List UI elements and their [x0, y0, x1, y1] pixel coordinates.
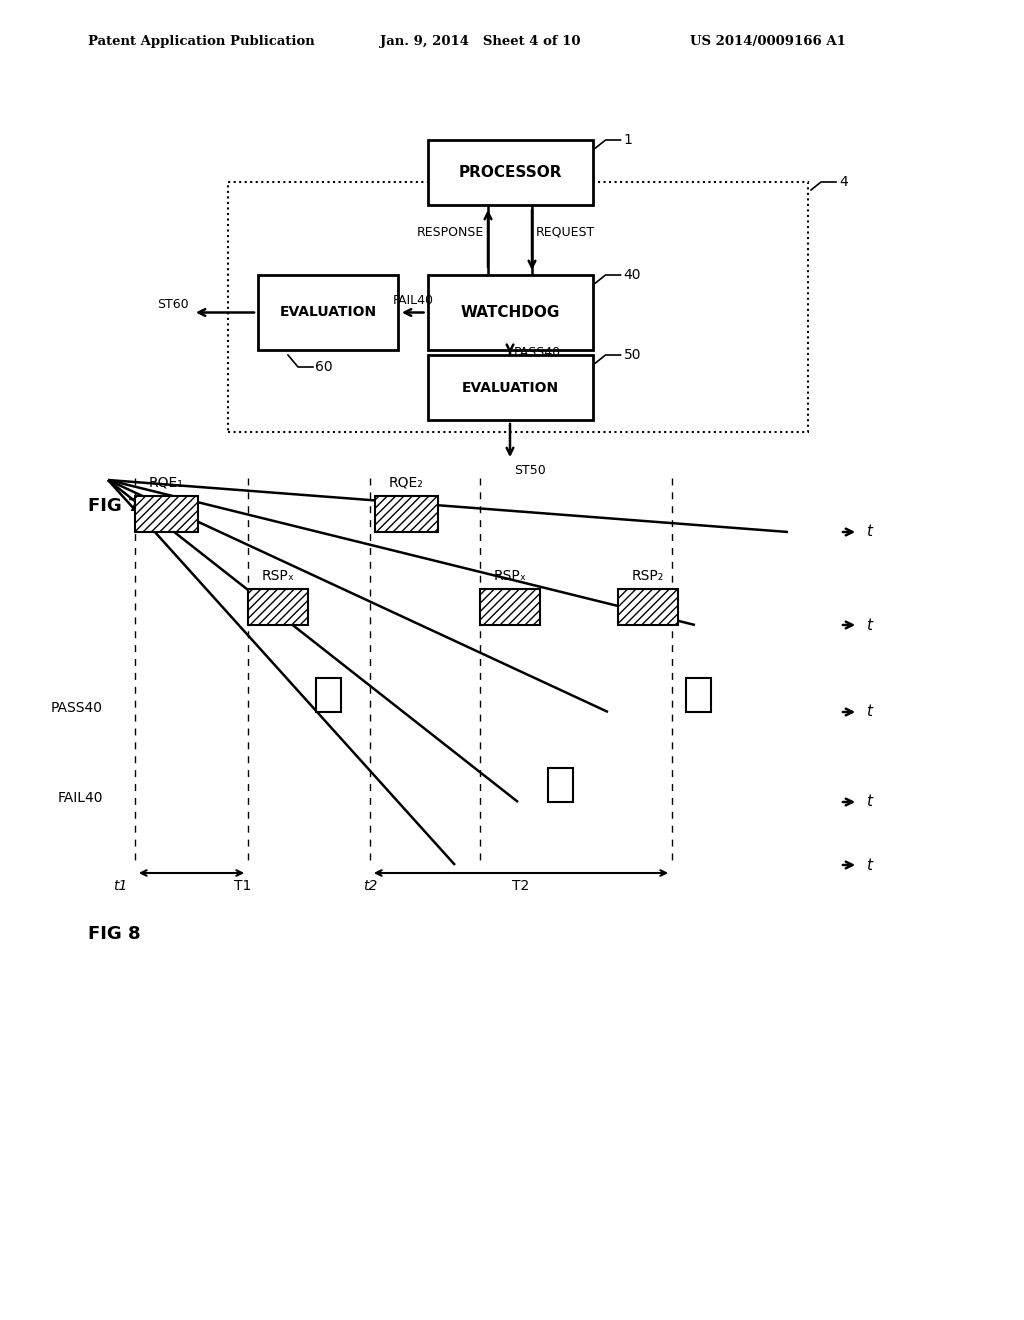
Text: EVALUATION: EVALUATION [462, 380, 558, 395]
Text: RESPONSE: RESPONSE [417, 226, 484, 239]
Text: t2: t2 [362, 879, 377, 894]
Bar [135, 496, 198, 532]
Text: Patent Application Publication: Patent Application Publication [88, 36, 314, 48]
Text: PASS40: PASS40 [514, 346, 561, 359]
Text: PROCESSOR: PROCESSOR [459, 165, 562, 180]
Text: 60: 60 [315, 360, 333, 374]
Text: t1: t1 [113, 879, 127, 894]
Text: RSPₓ: RSPₓ [261, 569, 295, 583]
Text: 40: 40 [624, 268, 641, 282]
Text: 1: 1 [624, 133, 633, 147]
Text: FIG 7: FIG 7 [88, 498, 140, 515]
Text: T1: T1 [233, 879, 251, 894]
Text: FIG 8: FIG 8 [88, 925, 140, 942]
Text: RSPₓ: RSPₓ [494, 569, 526, 583]
Bar [316, 678, 341, 711]
Text: t: t [866, 618, 872, 632]
Text: t: t [866, 858, 872, 873]
Text: EVALUATION: EVALUATION [280, 305, 377, 319]
Text: 50: 50 [624, 348, 641, 362]
Text: US 2014/0009166 A1: US 2014/0009166 A1 [690, 36, 846, 48]
Bar [548, 768, 573, 803]
Text: REQUEST: REQUEST [536, 226, 595, 239]
Text: RQE₂: RQE₂ [389, 477, 424, 490]
Text: t: t [866, 795, 872, 809]
Text: RQE₁: RQE₁ [150, 477, 184, 490]
Bar [618, 589, 678, 624]
Text: t: t [866, 524, 872, 540]
Text: RSP₂: RSP₂ [632, 569, 665, 583]
Text: FAIL40: FAIL40 [57, 791, 103, 805]
Bar [375, 496, 438, 532]
Text: ST60: ST60 [158, 297, 189, 310]
Text: t: t [866, 705, 872, 719]
Bar [427, 275, 593, 350]
Text: FAIL40: FAIL40 [392, 293, 433, 306]
Bar [248, 589, 308, 624]
Bar [258, 275, 398, 350]
Bar [686, 678, 711, 711]
Bar [480, 589, 540, 624]
Text: T2: T2 [512, 879, 529, 894]
Bar [427, 140, 593, 205]
Bar [427, 355, 593, 420]
Text: ST50: ST50 [514, 465, 546, 477]
Text: 4: 4 [839, 176, 848, 189]
Text: Jan. 9, 2014   Sheet 4 of 10: Jan. 9, 2014 Sheet 4 of 10 [380, 36, 581, 48]
Text: PASS40: PASS40 [51, 701, 103, 715]
Bar [228, 182, 808, 432]
Text: WATCHDOG: WATCHDOG [461, 305, 560, 319]
